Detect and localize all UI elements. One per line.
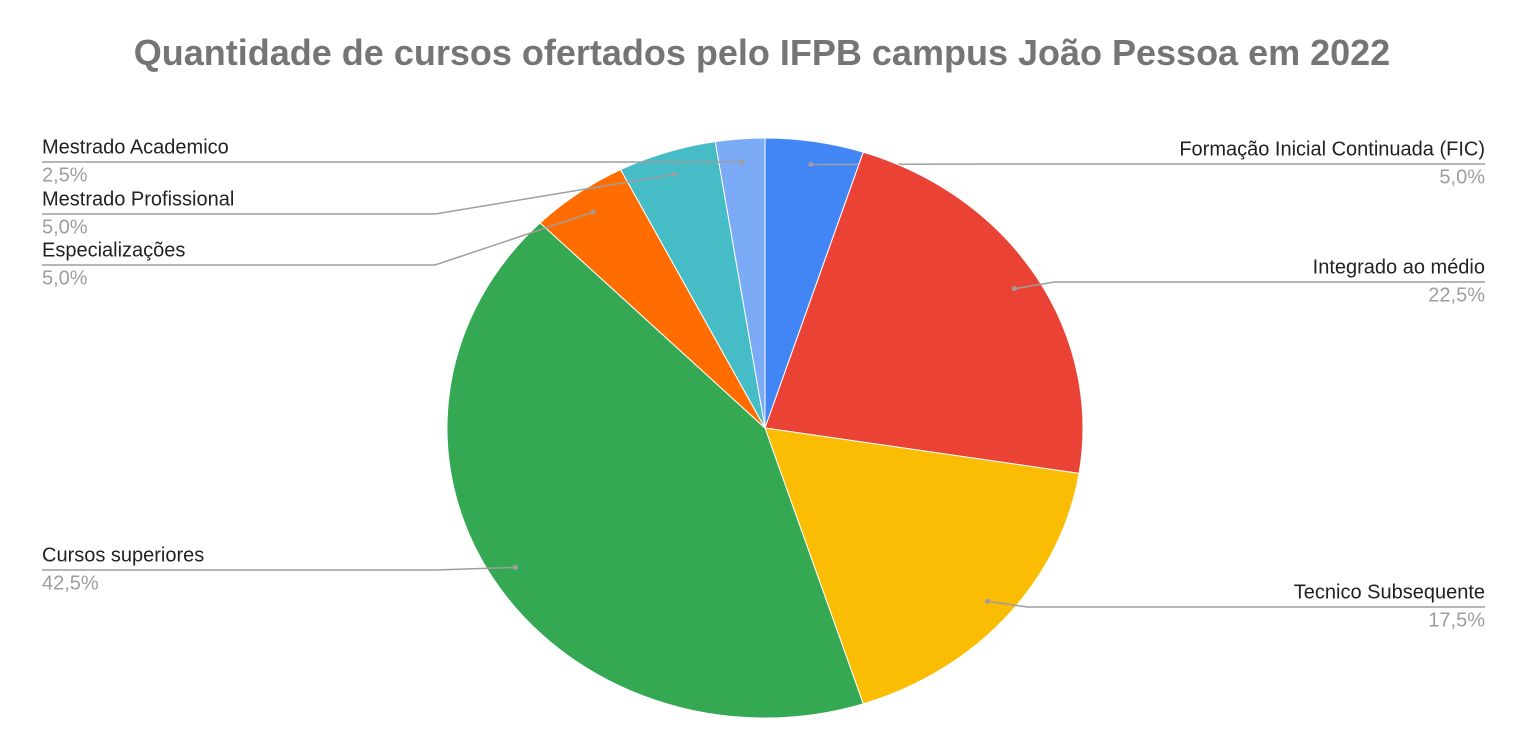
leader-dot <box>672 171 678 177</box>
leader-dot <box>739 159 745 165</box>
slice-label: Mestrado Academico <box>42 136 229 158</box>
slice-value-label: 2,5% <box>42 164 88 186</box>
slice-value-label: 22,5% <box>1428 284 1485 306</box>
leader-line <box>42 211 594 266</box>
leader-line <box>42 566 516 571</box>
slice-label: Tecnico Subsequente <box>1294 581 1485 603</box>
slice-value-label: 17,5% <box>1428 609 1485 631</box>
slice-value-label: 5,0% <box>42 267 88 289</box>
pie-slice <box>446 222 864 719</box>
leader-dot <box>984 598 990 604</box>
leader-dot <box>513 564 519 570</box>
slice-label: Formação Inicial Continuada (FIC) <box>1179 138 1485 160</box>
slice-label: Integrado ao médio <box>1313 256 1485 278</box>
slice-value-label: 5,0% <box>1439 166 1485 188</box>
leader-line <box>987 600 1485 608</box>
leader-dot <box>1011 286 1017 292</box>
slice-value-label: 5,0% <box>42 216 88 238</box>
pie-slice <box>714 137 766 429</box>
slice-value-label: 42,5% <box>42 572 99 594</box>
leader-dot <box>590 209 596 215</box>
leader-line <box>42 173 675 215</box>
pie-slice <box>764 151 1084 474</box>
chart-title: Quantidade de cursos ofertados pelo IFPB… <box>133 32 1391 73</box>
leader-dot <box>808 161 814 167</box>
leader-line <box>1014 281 1485 290</box>
slice-label: Cursos superiores <box>42 544 204 566</box>
slice-label: Especializações <box>42 239 185 261</box>
slice-label: Mestrado Profissional <box>42 188 234 210</box>
pie-slice <box>764 427 1080 705</box>
